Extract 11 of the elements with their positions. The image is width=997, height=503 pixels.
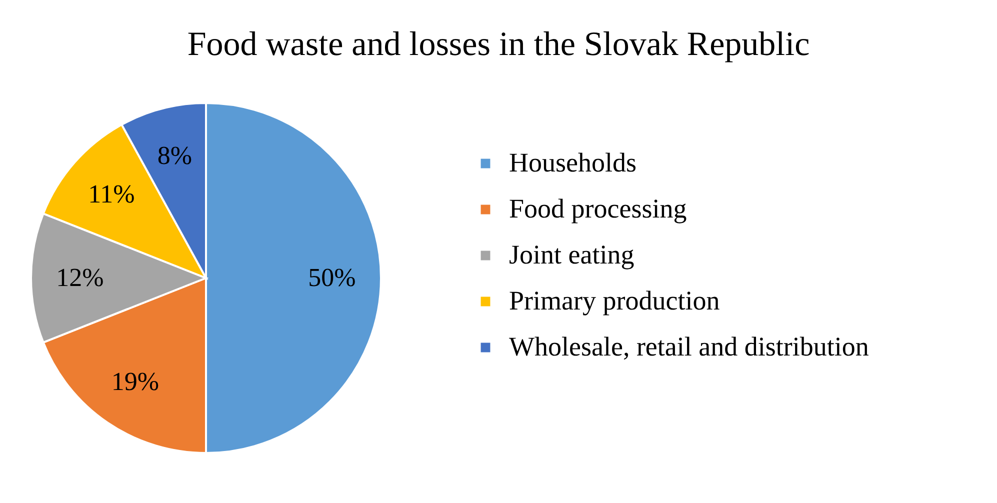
- data-label: 8%: [157, 140, 192, 170]
- data-label: 11%: [88, 180, 135, 209]
- legend-label: Wholesale, retail and distribution: [509, 332, 870, 362]
- legend-label: Food processing: [509, 194, 687, 224]
- legend-label: Primary production: [509, 286, 720, 316]
- data-label: 50%: [308, 263, 356, 292]
- data-label: 19%: [111, 367, 160, 396]
- data-label: 12%: [56, 263, 104, 292]
- legend-label: Households: [509, 148, 636, 178]
- chart-title: Food waste and losses in the Slovak Republic: [187, 26, 810, 63]
- legend-label: Joint eating: [509, 240, 634, 270]
